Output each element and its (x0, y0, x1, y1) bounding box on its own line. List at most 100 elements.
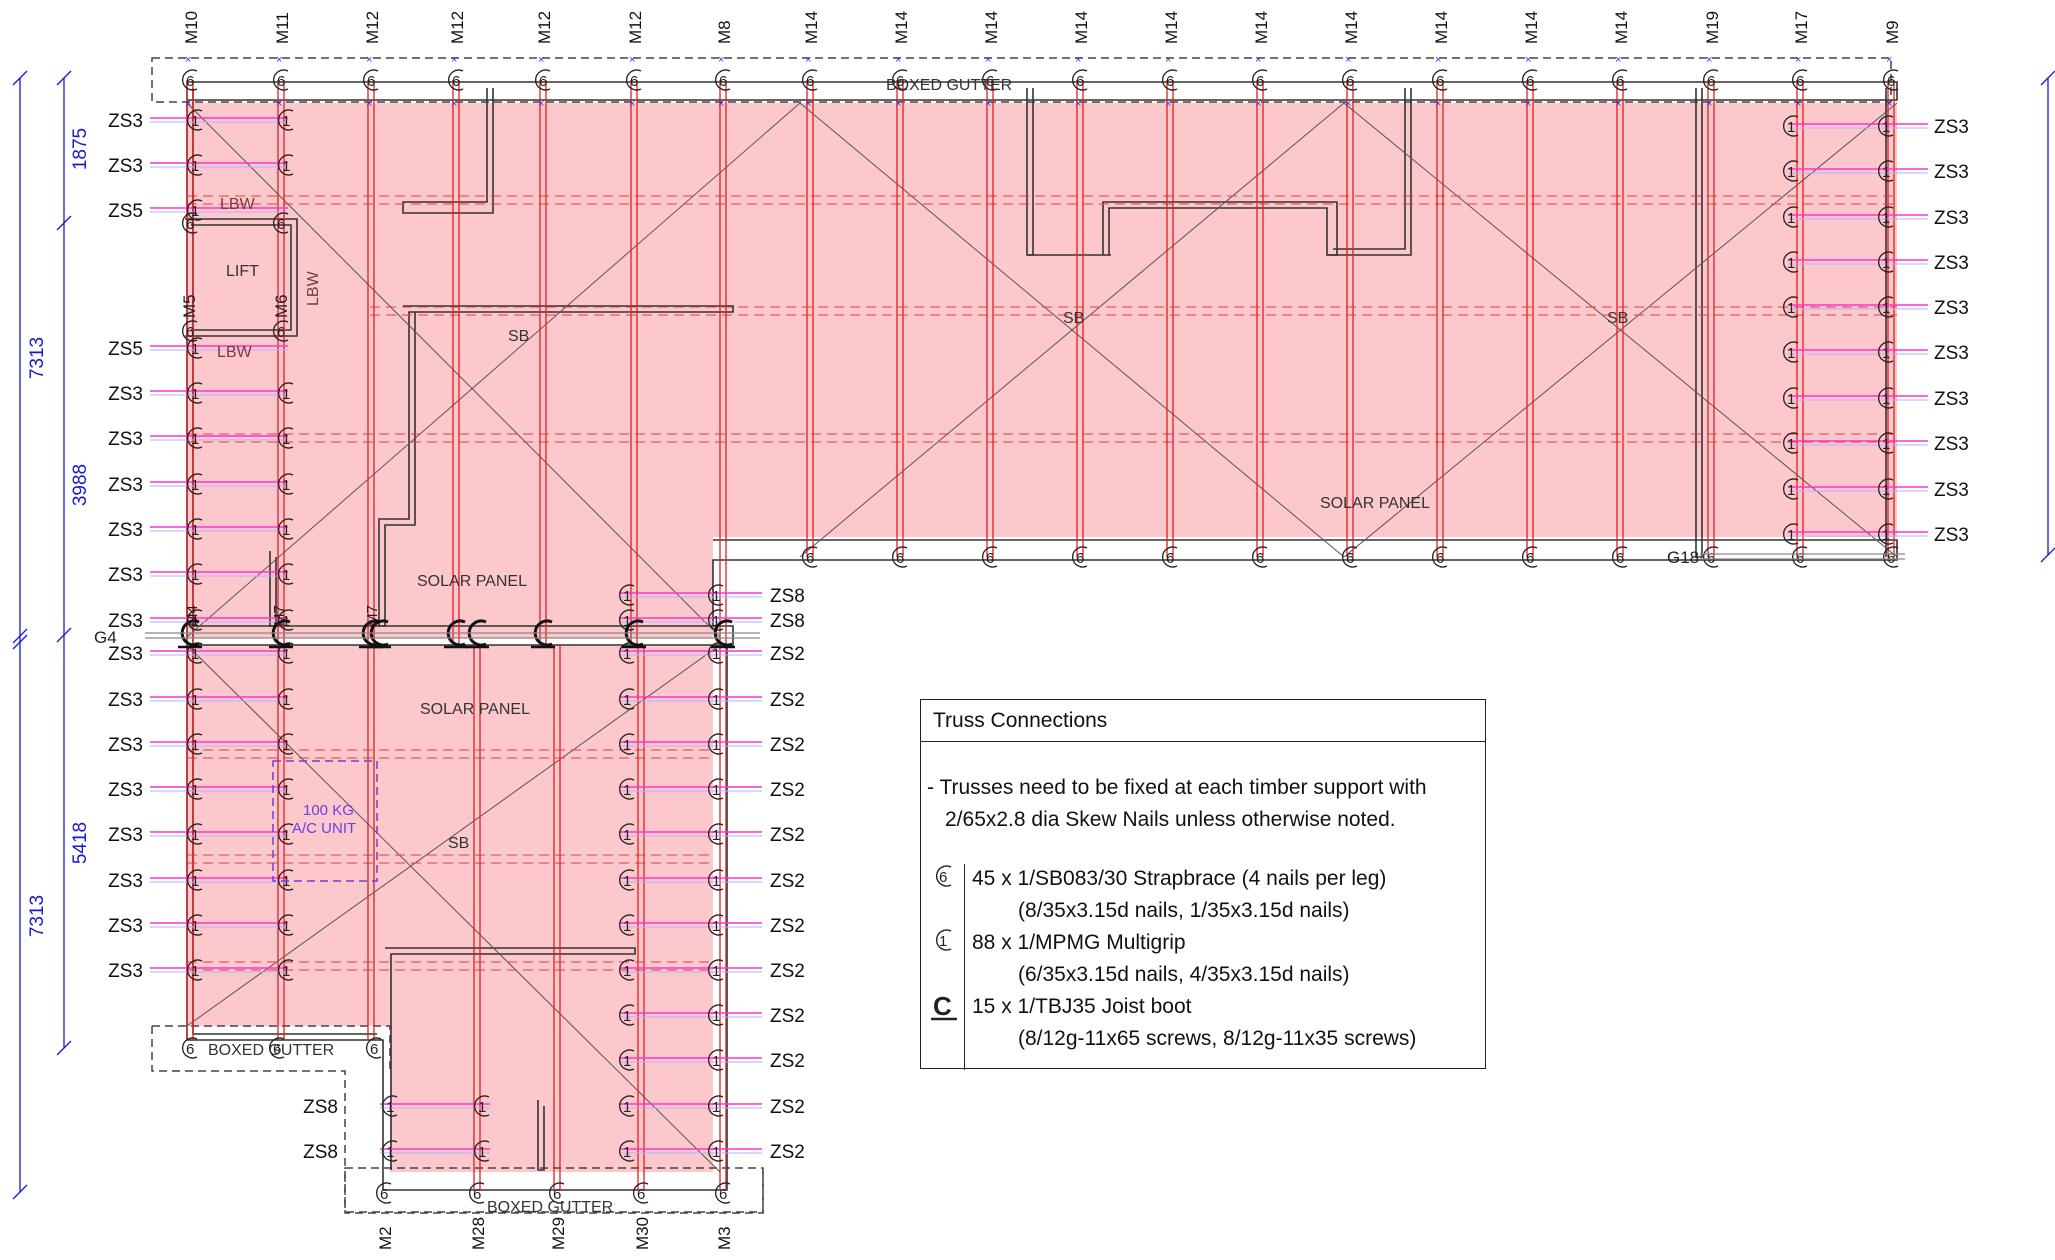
svg-text:1: 1 (191, 963, 199, 980)
multigrip-marker: 1 (277, 959, 294, 981)
center-tie-label: ZS2 (770, 1006, 805, 1027)
svg-text:1: 1 (1882, 164, 1890, 181)
svg-text:6: 6 (896, 550, 904, 567)
svg-text:1: 1 (623, 613, 631, 630)
multigrip-marker: 1 (277, 518, 294, 540)
multigrip-marker: 1 (186, 778, 203, 800)
strapbrace-marker: 6 (1431, 69, 1448, 91)
strapbrace-marker: 6 (801, 69, 818, 91)
svg-text:1: 1 (191, 386, 199, 403)
svg-text:1: 1 (1882, 436, 1890, 453)
right-tie-label: ZS3 (1934, 162, 1969, 183)
strapbrace-marker: 6 (801, 546, 818, 568)
top-grid-label: M8 (715, 20, 734, 44)
svg-text:1: 1 (1787, 164, 1795, 181)
right-tie-label: ZS3 (1934, 525, 1969, 546)
multigrip-marker: 1 (707, 642, 724, 664)
left-tie-label: ZS3 (108, 156, 143, 177)
lift-label: LIFT (226, 263, 259, 280)
strapbrace-marker: 6 (1521, 546, 1538, 568)
svg-text:1: 1 (712, 873, 720, 890)
bottom-grid-labels: M2 M28 M29 M30 M3 (376, 1217, 734, 1250)
svg-text:1: 1 (282, 158, 290, 175)
svg-text:6: 6 (277, 324, 285, 341)
boxed-gutter-left-label: BOXED GUTTER (208, 1042, 334, 1059)
strapbrace-marker: 6 (891, 69, 908, 91)
multigrip-marker: 1 (277, 733, 294, 755)
center-tie-label: ZS2 (770, 690, 805, 711)
grid-cross-mark: × (1165, 54, 1171, 66)
svg-text:6: 6 (1436, 73, 1444, 90)
top-grid-label: M14 (1342, 11, 1361, 44)
multigrip-marker: 1 (707, 869, 724, 891)
top-grid-label: M19 (1703, 11, 1722, 44)
grid-cross-mark: × (276, 98, 282, 110)
multigrip-marker: 1 (618, 584, 635, 606)
left-tie-label: ZS3 (108, 780, 143, 801)
left-tie-label: ZS3 (108, 690, 143, 711)
top-grid-label: M14 (1432, 11, 1451, 44)
svg-text:1: 1 (712, 737, 720, 754)
plan-labels: BOXED GUTTER BOXED GUTTER BOXED GUTTER L… (94, 77, 1699, 1216)
svg-text:1: 1 (712, 963, 720, 980)
roof-area-lower (187, 645, 713, 1172)
solar-panel-label-3: SOLAR PANEL (420, 701, 530, 718)
multigrip-marker: 1 (707, 688, 724, 710)
svg-text:1: 1 (191, 203, 199, 220)
solar-panel-label-1: SOLAR PANEL (417, 573, 527, 590)
strapbrace-marker: 6 (625, 69, 642, 91)
multigrip-marker: 1 (186, 473, 203, 495)
side-label-m7b: M7 (364, 605, 381, 626)
svg-text:1: 1 (623, 692, 631, 709)
truss-connections-legend: Truss Connections - Trusses need to be f… (920, 699, 1486, 1070)
multigrip-marker: 1 (186, 823, 203, 845)
grid-cross-mark: × (1706, 98, 1712, 110)
multigrip-marker: 1 (186, 109, 203, 131)
multigrip-marker: 1 (186, 869, 203, 891)
multigrip-marker: 1 (618, 688, 635, 710)
truss-lines: × × × × × × × × × × × × × × × × × × × × × × × × × × × × × × × × × × × × × × × × (185, 54, 1895, 1190)
multigrip-marker: 1 (1782, 523, 1799, 545)
multigrip-marker: 1 (186, 518, 203, 540)
left-tie-label: ZS3 (108, 735, 143, 756)
svg-text:1: 1 (1882, 345, 1890, 362)
strapbrace-marker: 6 (375, 1182, 392, 1204)
grid-cross-mark: × (1075, 98, 1081, 110)
svg-text:6: 6 (1166, 73, 1174, 90)
boxed-gutter-left-top (152, 1025, 391, 1071)
svg-text:6: 6 (186, 324, 194, 341)
multigrip-marker: 1 (1877, 160, 1894, 182)
legend-divider (964, 864, 965, 1070)
strapbrace-icon: 6 (929, 863, 959, 899)
left-tie-label: ZS3 (108, 825, 143, 846)
joist-boot-symbol: C (933, 991, 952, 1021)
dashed-ridges (187, 195, 1897, 971)
svg-text:6: 6 (367, 73, 375, 90)
multigrip-marker: 1 (707, 1095, 724, 1117)
strapbrace-marker: 6 (1611, 69, 1628, 91)
svg-text:6: 6 (806, 550, 814, 567)
bottom-grid-label: M2 (376, 1226, 395, 1250)
svg-text:1: 1 (282, 827, 290, 844)
top-grid-label: M12 (363, 11, 382, 44)
multigrip-marker: 1 (707, 778, 724, 800)
right-tie-label: ZS3 (1934, 298, 1969, 319)
svg-text:6: 6 (1076, 73, 1084, 90)
strapbrace-marker: 6 (1251, 546, 1268, 568)
svg-text:6: 6 (1166, 550, 1174, 567)
svg-text:1: 1 (282, 567, 290, 584)
multigrip-marker: 1 (277, 642, 294, 664)
multigrip-marker: 1 (277, 154, 294, 176)
boxed-gutter-top (151, 57, 1892, 103)
svg-text:1: 1 (623, 646, 631, 663)
grid-cross-mark: × (629, 98, 635, 110)
svg-text:1: 1 (191, 873, 199, 890)
svg-text:6: 6 (806, 73, 814, 90)
multigrip-marker: 1 (618, 1095, 635, 1117)
svg-text:6: 6 (1526, 550, 1534, 567)
svg-text:6: 6 (539, 73, 547, 90)
multigrip-marker: 1 (618, 914, 635, 936)
center-tie-label: ZS2 (770, 644, 805, 665)
left-tie-label: ZS5 (108, 339, 143, 360)
left-tie-label: ZS3 (108, 871, 143, 892)
